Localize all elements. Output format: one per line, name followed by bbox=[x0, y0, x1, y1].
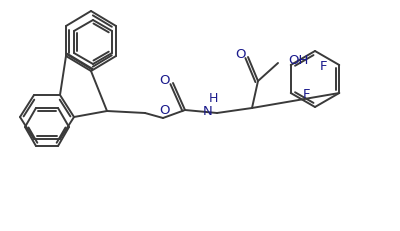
Text: O: O bbox=[160, 74, 170, 87]
Text: OH: OH bbox=[288, 54, 308, 67]
Text: O: O bbox=[160, 104, 170, 117]
Text: H: H bbox=[208, 92, 218, 105]
Text: N: N bbox=[203, 105, 213, 118]
Text: F: F bbox=[303, 87, 310, 100]
Text: O: O bbox=[235, 48, 245, 61]
Text: F: F bbox=[320, 59, 327, 72]
